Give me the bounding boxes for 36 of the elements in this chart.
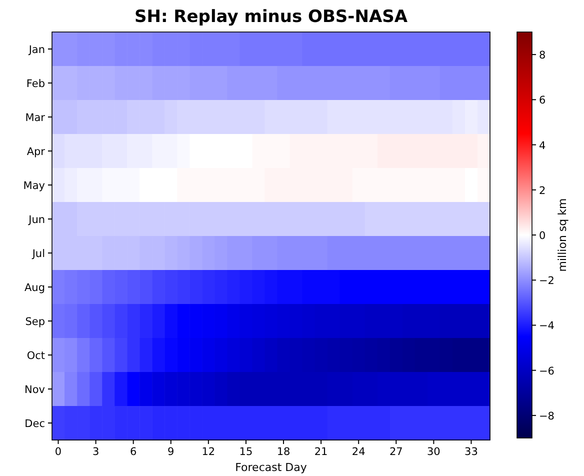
y-tick-label: Sep [25, 316, 46, 328]
chart-title: SH: Replay minus OBS-NASA [134, 7, 408, 27]
color-bar-label: 2 [539, 184, 546, 197]
y-tick-label: May [23, 180, 45, 192]
color-bar-title: million sq km [556, 198, 569, 272]
y-tick-label: Nov [24, 384, 45, 396]
x-tick-label: 12 [202, 446, 216, 458]
x-axis-title: Forecast Day [235, 461, 308, 474]
y-tick-label: Aug [24, 282, 45, 294]
x-tick-label: 21 [314, 446, 328, 458]
y-tick-label: Oct [26, 350, 45, 362]
x-tick-label: 18 [276, 446, 290, 458]
color-bar-label: 8 [539, 50, 546, 62]
y-tick-label: Dec [24, 418, 46, 430]
color-bar-label: −2 [539, 275, 554, 288]
color-bar-label: −8 [539, 410, 554, 422]
color-bar-label: −4 [539, 320, 555, 332]
x-tick-label: 0 [54, 446, 62, 458]
y-tick-label: Apr [26, 146, 46, 158]
y-tick-label: Jul [31, 248, 45, 260]
y-tick-label: Jun [28, 214, 45, 226]
y-tick-label: Mar [25, 112, 46, 124]
x-tick-label: 33 [464, 446, 478, 458]
x-tick-label: 9 [168, 446, 174, 458]
x-tick-label: 27 [389, 446, 403, 458]
color-bar-label: 6 [539, 94, 546, 107]
color-bar-label: −6 [539, 365, 555, 378]
x-tick-label: 30 [427, 446, 440, 458]
color-bar-label: 4 [539, 140, 546, 152]
x-tick-label: 15 [239, 446, 253, 458]
x-tick-label: 3 [92, 446, 100, 458]
x-tick-label: 24 [352, 446, 366, 458]
color-bar-label: 0 [539, 230, 546, 242]
y-tick-label: Feb [26, 78, 46, 90]
x-tick-label: 6 [130, 446, 137, 458]
y-tick-label: Jan [28, 44, 45, 56]
